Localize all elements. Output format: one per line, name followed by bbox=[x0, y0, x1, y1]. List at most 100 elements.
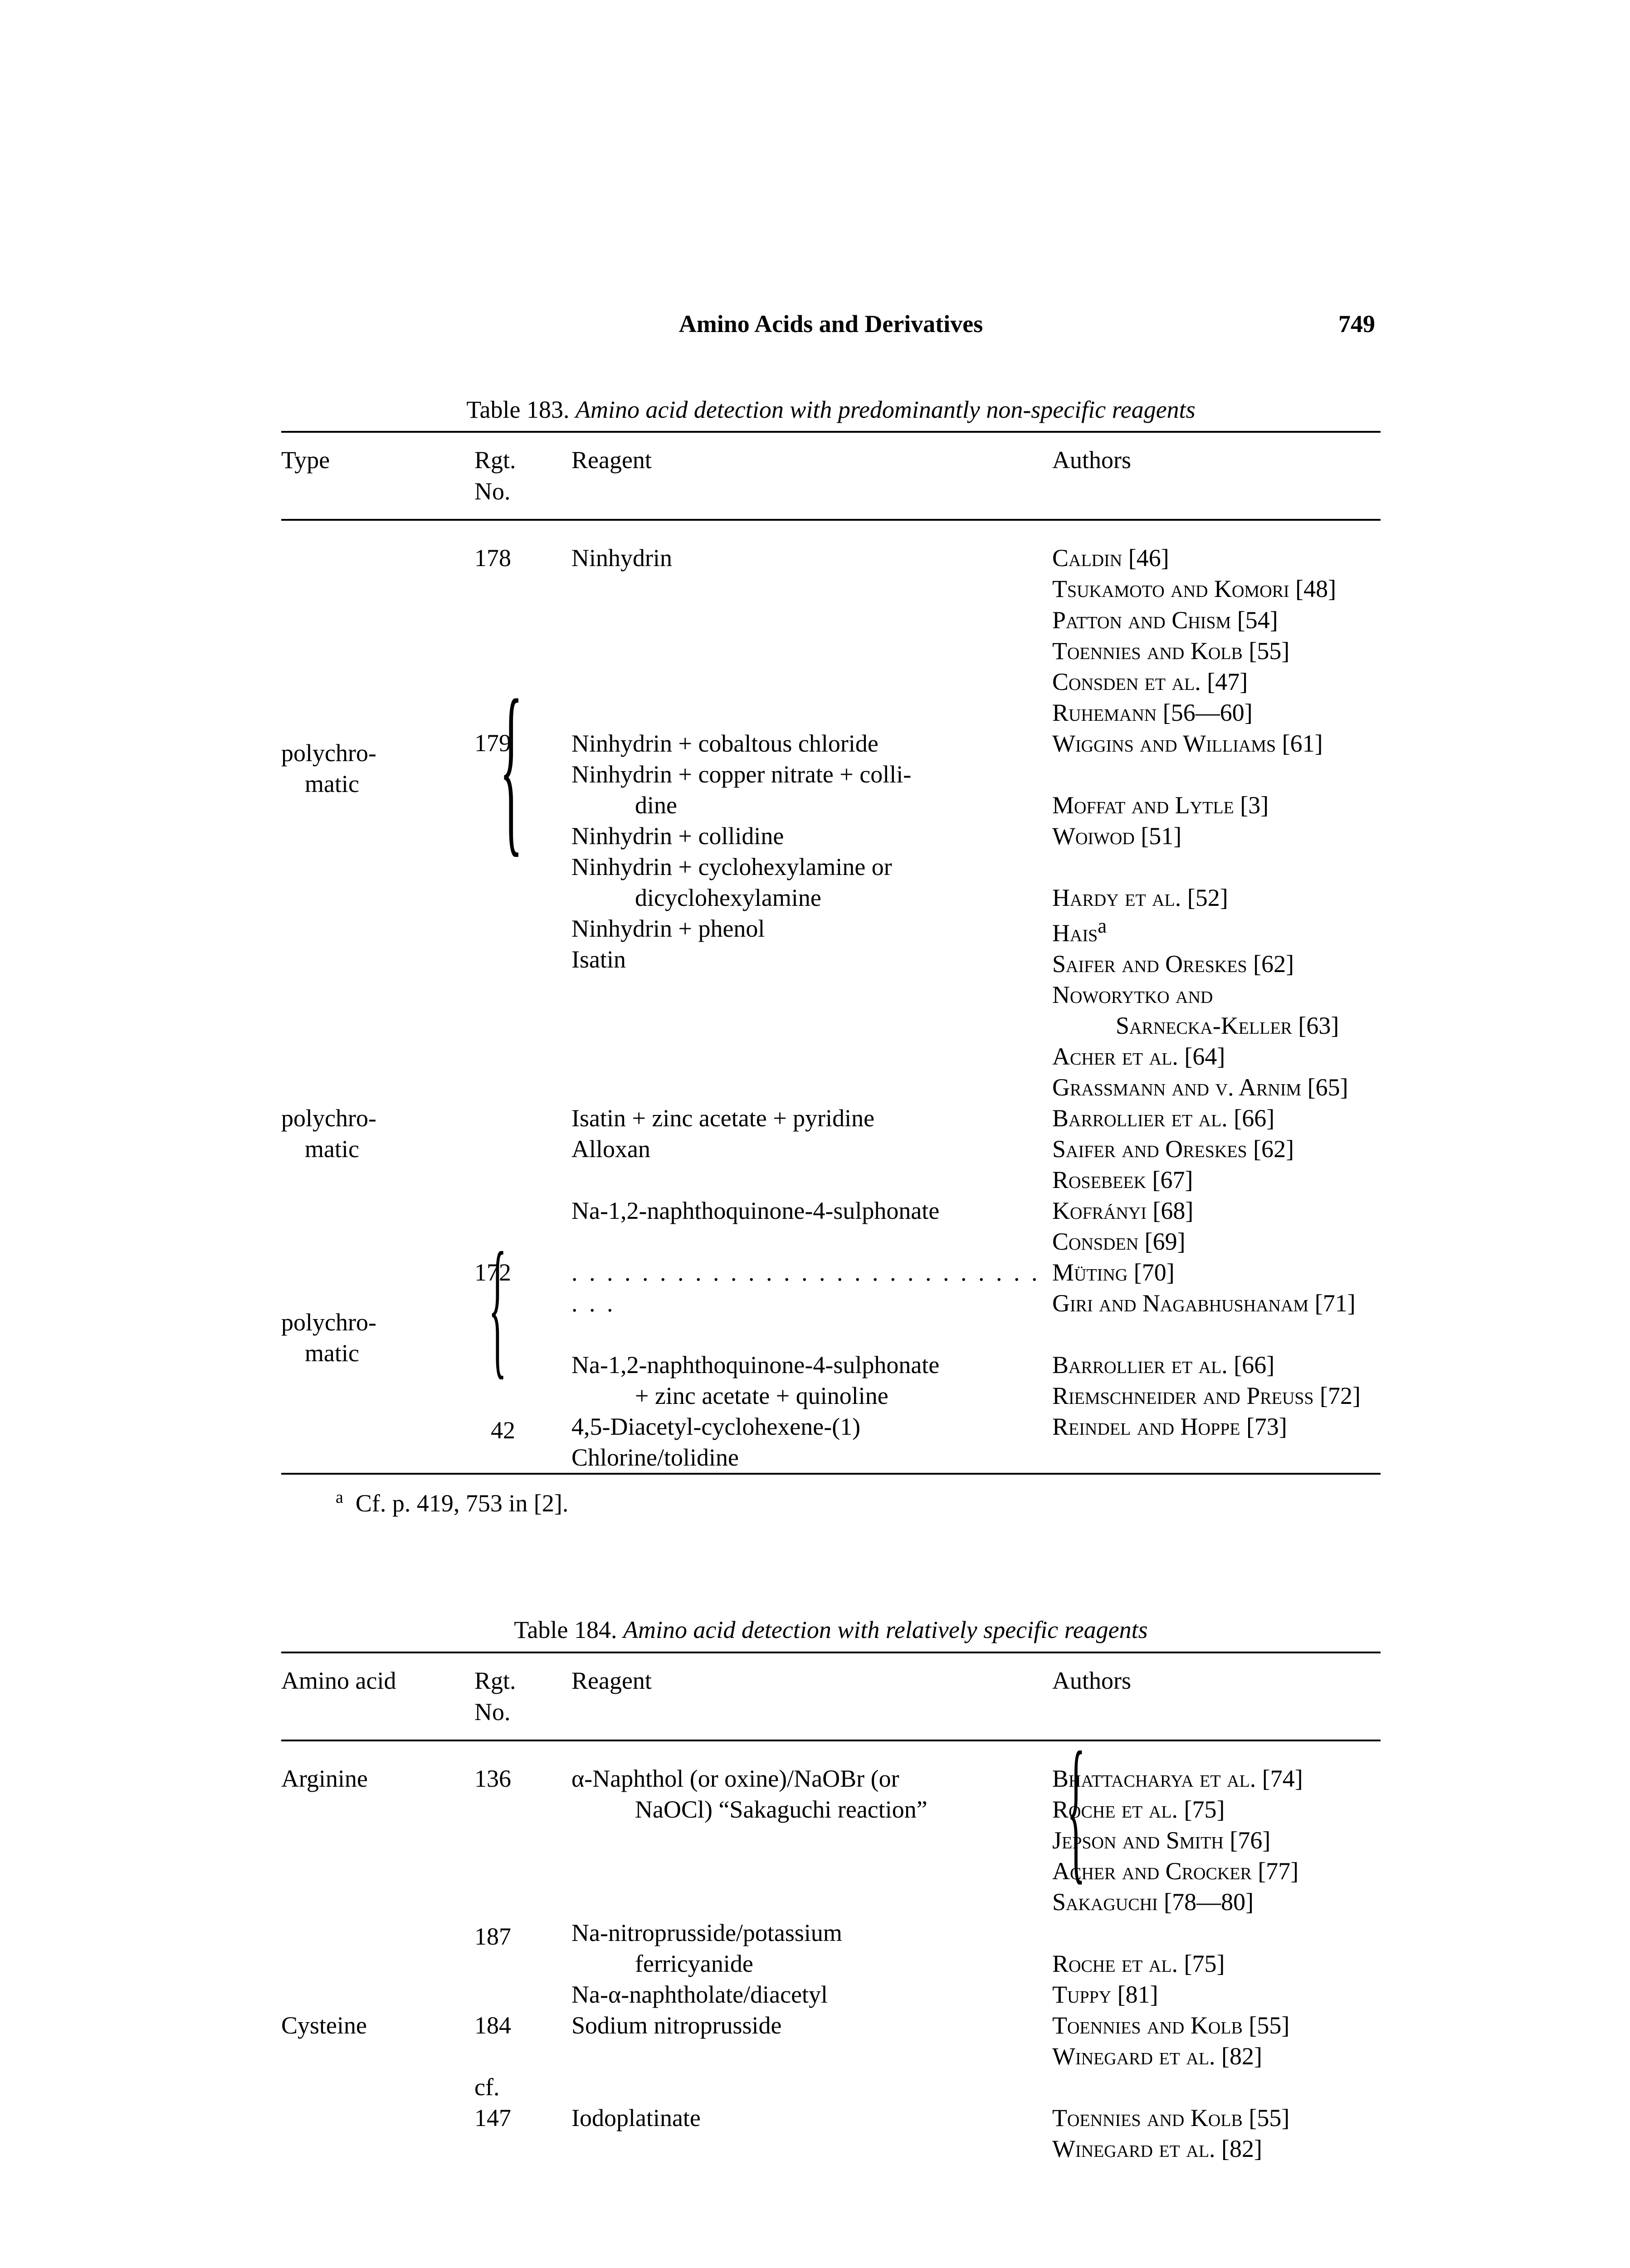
t183-type-1: polychro- matic bbox=[281, 543, 472, 1103]
t183-row-178: polychro- matic 178 { 179 Ninhydrin Ninh… bbox=[281, 543, 1381, 1103]
t183-reagent-nin: Ninhydrin bbox=[571, 544, 672, 572]
t184-a-toennies2: Toennies and Kolb [55] bbox=[1052, 2104, 1289, 2131]
table184-body: Arginine 136 187 α-Naphthol (or oxine)/N… bbox=[281, 1741, 1381, 2164]
t184-auth-cys: Toennies and Kolb [55] Winegard et al. [… bbox=[1052, 2010, 1381, 2164]
table184-caption-num: Table 184. bbox=[514, 1616, 617, 1643]
t183-rgt-178: 178 bbox=[474, 544, 511, 572]
t183-reagent-dots: . . . . . . . . . . . . . . . . . . . . … bbox=[571, 1259, 1040, 1317]
t183-a-consden: Consden et al. [47] bbox=[1052, 668, 1248, 695]
t183-row-block2: polychro- matic Isatin + zinc acetate + … bbox=[281, 1103, 1381, 1257]
t184-reagent-sodn: Sodium nitroprusside bbox=[571, 2012, 782, 2039]
t183-reagent-chlortol: Chlorine/tolidine bbox=[571, 1444, 739, 1471]
t183-a-hais-sup: a bbox=[1098, 914, 1107, 937]
table184-head-rgt2: No. bbox=[474, 1698, 511, 1725]
table183-caption-title: Amino acid detection with predominantly … bbox=[576, 396, 1196, 423]
table183-head-rgt2: No. bbox=[474, 478, 511, 505]
table183-caption-num: Table 183. bbox=[466, 396, 569, 423]
t183-rgt-179: 179 bbox=[474, 729, 511, 757]
t183-reagent-nincu1: Ninhydrin + copper nitrate + colli- bbox=[571, 761, 911, 788]
t183-a-nowo: Noworytko and bbox=[1052, 981, 1213, 1008]
t184-aa-arg: Arginine bbox=[281, 1763, 472, 2010]
t184-reagent-napdia: Na-α-naphtholate/diacetyl bbox=[571, 1981, 828, 2008]
t183-a-saifer2: Saifer and Oreskes [62] bbox=[1052, 1135, 1294, 1163]
table183-footnote: a Cf. p. 419, 753 in [2]. bbox=[281, 1486, 1381, 1519]
t183-row-block3: polychro- matic { 172 42 . . . . . . . .… bbox=[281, 1257, 1381, 1473]
t184-rgt-184: 184 bbox=[474, 2012, 511, 2039]
t183-type2-l1: polychro- bbox=[281, 1105, 376, 1132]
t183-a-grass: Grassmann and v. Arnim [65] bbox=[1052, 1074, 1348, 1101]
t183-reagent-naq: Na-1,2-naphthoquinone-4-sulphonate bbox=[571, 1197, 939, 1224]
t183-a-hais-wrap: Haisa bbox=[1052, 919, 1107, 947]
t184-rgt-187: 187 bbox=[474, 1923, 511, 1950]
table183-head-authors: Authors bbox=[1052, 445, 1381, 507]
t184-reagent-saka2: NaOCl) “Sakaguchi reaction” bbox=[571, 1794, 1043, 1825]
table183-head-type: Type bbox=[281, 445, 472, 507]
table184-caption: Table 184. Amino acid detection with rel… bbox=[281, 1614, 1381, 1646]
t184-a-wine2: Winegard et al. [82] bbox=[1052, 2135, 1262, 2162]
running-title: Amino Acids and Derivatives bbox=[377, 308, 1284, 340]
table184-head-rgt: Rgt. No. bbox=[472, 1665, 571, 1728]
running-head: Amino Acids and Derivatives 749 bbox=[281, 308, 1381, 340]
t183-type1-l1: polychro- bbox=[281, 739, 376, 767]
t184-a-wine: Winegard et al. [82] bbox=[1052, 2043, 1262, 2070]
t183-reagent-nincyc1: Ninhydrin + cyclohexylamine or bbox=[571, 853, 892, 880]
t183-rgt-42: 42 bbox=[474, 1417, 515, 1444]
t183-a-reindel: Reindel and Hoppe [73] bbox=[1052, 1413, 1287, 1440]
t184-a-acher: Acher and Crocker [77] bbox=[1052, 1857, 1298, 1885]
t184-rgt-136: 136 bbox=[474, 1765, 511, 1792]
t183-a-caldin: Caldin [46] bbox=[1052, 544, 1169, 572]
t183-a-giri: Giri and Nagabhushanam [71] bbox=[1052, 1290, 1356, 1317]
t183-a-rose: Rosebeek [67] bbox=[1052, 1166, 1193, 1193]
t183-a-tsuka: Tsukamoto and Komori [48] bbox=[1052, 575, 1336, 602]
t183-type1-label: polychro- matic bbox=[281, 738, 376, 799]
table183-head-reagent: Reagent bbox=[571, 445, 1052, 507]
t184-auth-arg: { Bhattacharya et al. [74] Roche et al. … bbox=[1052, 1763, 1381, 2010]
t183-rgt-col-3: { 172 42 bbox=[472, 1257, 571, 1473]
t183-reagent-isatinzn: Isatin + zinc acetate + pyridine bbox=[571, 1105, 874, 1132]
t183-auth-col-1: Caldin [46] Tsukamoto and Komori [48] Pa… bbox=[1052, 543, 1381, 1103]
t183-type-2: polychro- matic bbox=[281, 1103, 472, 1257]
table184-head-authors: Authors bbox=[1052, 1665, 1381, 1728]
t184-row-cys: Cysteine 184 cf. 147 Sodium nitroprussid… bbox=[281, 2010, 1381, 2164]
t183-a-saifer: Saifer and Oreskes [62] bbox=[1052, 950, 1294, 978]
t183-reagent-diacetyl: 4,5-Diacetyl-cyclohexene-(1) bbox=[571, 1413, 860, 1440]
t183-type3-l2: matic bbox=[281, 1339, 359, 1367]
table183-body: polychro- matic 178 { 179 Ninhydrin Ninh… bbox=[281, 521, 1381, 1473]
t183-a-hardy: Hardy et al. [52] bbox=[1052, 884, 1228, 911]
t184-reagent-arg: α-Naphthol (or oxine)/NaOBr (or NaOCl) “… bbox=[571, 1763, 1052, 2010]
t184-reagent-iodo: Iodoplatinate bbox=[571, 2104, 701, 2131]
t184-a-toennies: Toennies and Kolb [55] bbox=[1052, 2012, 1289, 2039]
page: Amino Acids and Derivatives 749 Table 18… bbox=[0, 0, 1630, 2268]
t183-reagent-isatin: Isatin bbox=[571, 946, 626, 973]
t183-a-barr: Barrollier et al. [66] bbox=[1052, 1105, 1274, 1132]
t183-reagent-col-1: Ninhydrin Ninhydrin + cobaltous chloride… bbox=[571, 543, 1052, 1103]
t183-rgt-col-1: 178 { 179 bbox=[472, 543, 571, 1103]
t184-rgt-cys: 184 cf. 147 bbox=[472, 2010, 571, 2164]
table183-footnote-mark: a bbox=[336, 1488, 343, 1507]
t183-reagent-nincu2: dine bbox=[571, 790, 1043, 821]
table183-footnote-text: Cf. p. 419, 753 in [2]. bbox=[356, 1490, 568, 1517]
t184-a-tuppy: Tuppy [81] bbox=[1052, 1981, 1158, 2008]
t183-type2-l2: matic bbox=[281, 1135, 359, 1163]
t183-a-wiggins: Wiggins and Williams [61] bbox=[1052, 730, 1323, 757]
t184-reagent-saka1: α-Naphthol (or oxine)/NaOBr (or bbox=[571, 1765, 899, 1792]
table183-head: Type Rgt. No. Reagent Authors bbox=[281, 433, 1381, 519]
t183-reagent-alloxan: Alloxan bbox=[571, 1135, 650, 1163]
t183-reagent-ninphen: Ninhydrin + phenol bbox=[571, 915, 765, 942]
t183-reagent-naq2b: + zinc acetate + quinoline bbox=[571, 1380, 1043, 1411]
t183-rgt-col-2 bbox=[472, 1103, 571, 1257]
t184-a-roche2: Roche et al. [75] bbox=[1052, 1950, 1225, 1977]
t183-a-nowo2: Sarnecka-Keller [63] bbox=[1052, 1010, 1381, 1041]
table183-head-rgt: Rgt. No. bbox=[472, 445, 571, 507]
table183-caption: Table 183. Amino acid detection with pre… bbox=[281, 394, 1381, 425]
table184-head-rgt1: Rgt. bbox=[474, 1667, 516, 1694]
t183-a-riem: Riemschneider and Preuss [72] bbox=[1052, 1382, 1361, 1409]
t183-a-muting: Müting [70] bbox=[1052, 1259, 1175, 1286]
t183-a-patton: Patton and Chism [54] bbox=[1052, 606, 1278, 634]
t183-type3-l1: polychro- bbox=[281, 1309, 376, 1336]
table184-head-reagent: Reagent bbox=[571, 1665, 1052, 1728]
table184-head-aa: Amino acid bbox=[281, 1665, 472, 1728]
t184-rgt-arg: 136 187 bbox=[472, 1763, 571, 2010]
t184-reagent-cys: Sodium nitroprusside Iodoplatinate bbox=[571, 2010, 1052, 2164]
t184-reagent-nitro1: Na-nitroprusside/potassium bbox=[571, 1919, 842, 1946]
